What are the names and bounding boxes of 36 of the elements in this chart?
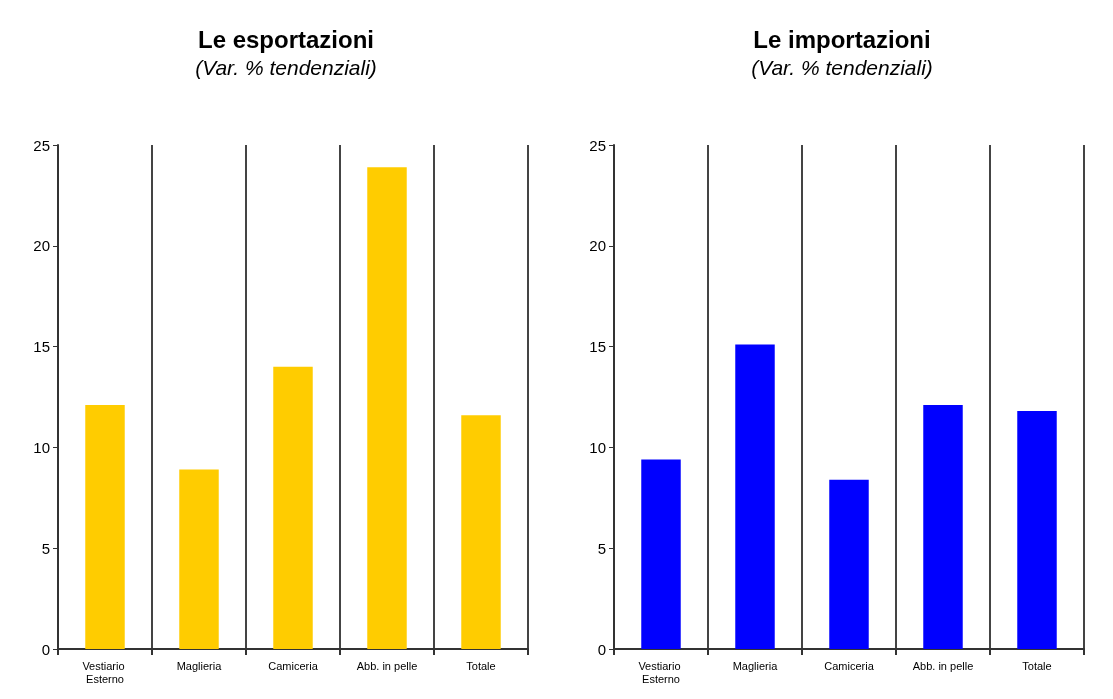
bar (461, 415, 501, 649)
x-tick-label: Abb. in pelle (912, 659, 974, 672)
x-tick-label: Maglieria (176, 659, 223, 672)
y-tick-label: 15 (33, 338, 50, 356)
bar (273, 366, 313, 649)
y-tick-label: 20 (33, 237, 50, 255)
bar (641, 459, 681, 649)
x-tick-label: Abb. in pelle (356, 659, 418, 672)
x-tick-label: Maglieria (732, 659, 779, 672)
y-tick-label: 25 (589, 136, 606, 154)
chart-title: Le importazioni (753, 25, 931, 53)
bar (1017, 411, 1057, 649)
chart-title: Le esportazioni (197, 25, 375, 53)
bar (85, 405, 125, 649)
chart-subtitle: (Var. % tendenziali) (195, 56, 377, 79)
x-tick-label: Vestiario Esterno (82, 659, 128, 685)
x-tick-label: Totale (466, 659, 496, 672)
bar (829, 479, 869, 649)
y-tick-label: 0 (41, 640, 50, 658)
x-tick-label: Totale (1022, 659, 1052, 672)
y-tick-label: 10 (589, 438, 606, 456)
x-tick-label: Camiceria (268, 659, 319, 672)
x-tick-label: Vestiario Esterno (638, 659, 684, 685)
y-tick-label: 5 (597, 539, 606, 557)
bar (923, 405, 963, 649)
bar (179, 469, 219, 649)
x-tick-label: Camiceria (824, 659, 875, 672)
y-tick-label: 10 (33, 438, 50, 456)
bar (735, 344, 775, 649)
y-tick-label: 20 (589, 237, 606, 255)
y-tick-label: 25 (33, 136, 50, 154)
chart-subtitle: (Var. % tendenziali) (751, 56, 933, 79)
y-tick-label: 5 (41, 539, 50, 557)
bar (367, 167, 407, 649)
y-tick-label: 0 (597, 640, 606, 658)
y-tick-label: 15 (589, 338, 606, 356)
